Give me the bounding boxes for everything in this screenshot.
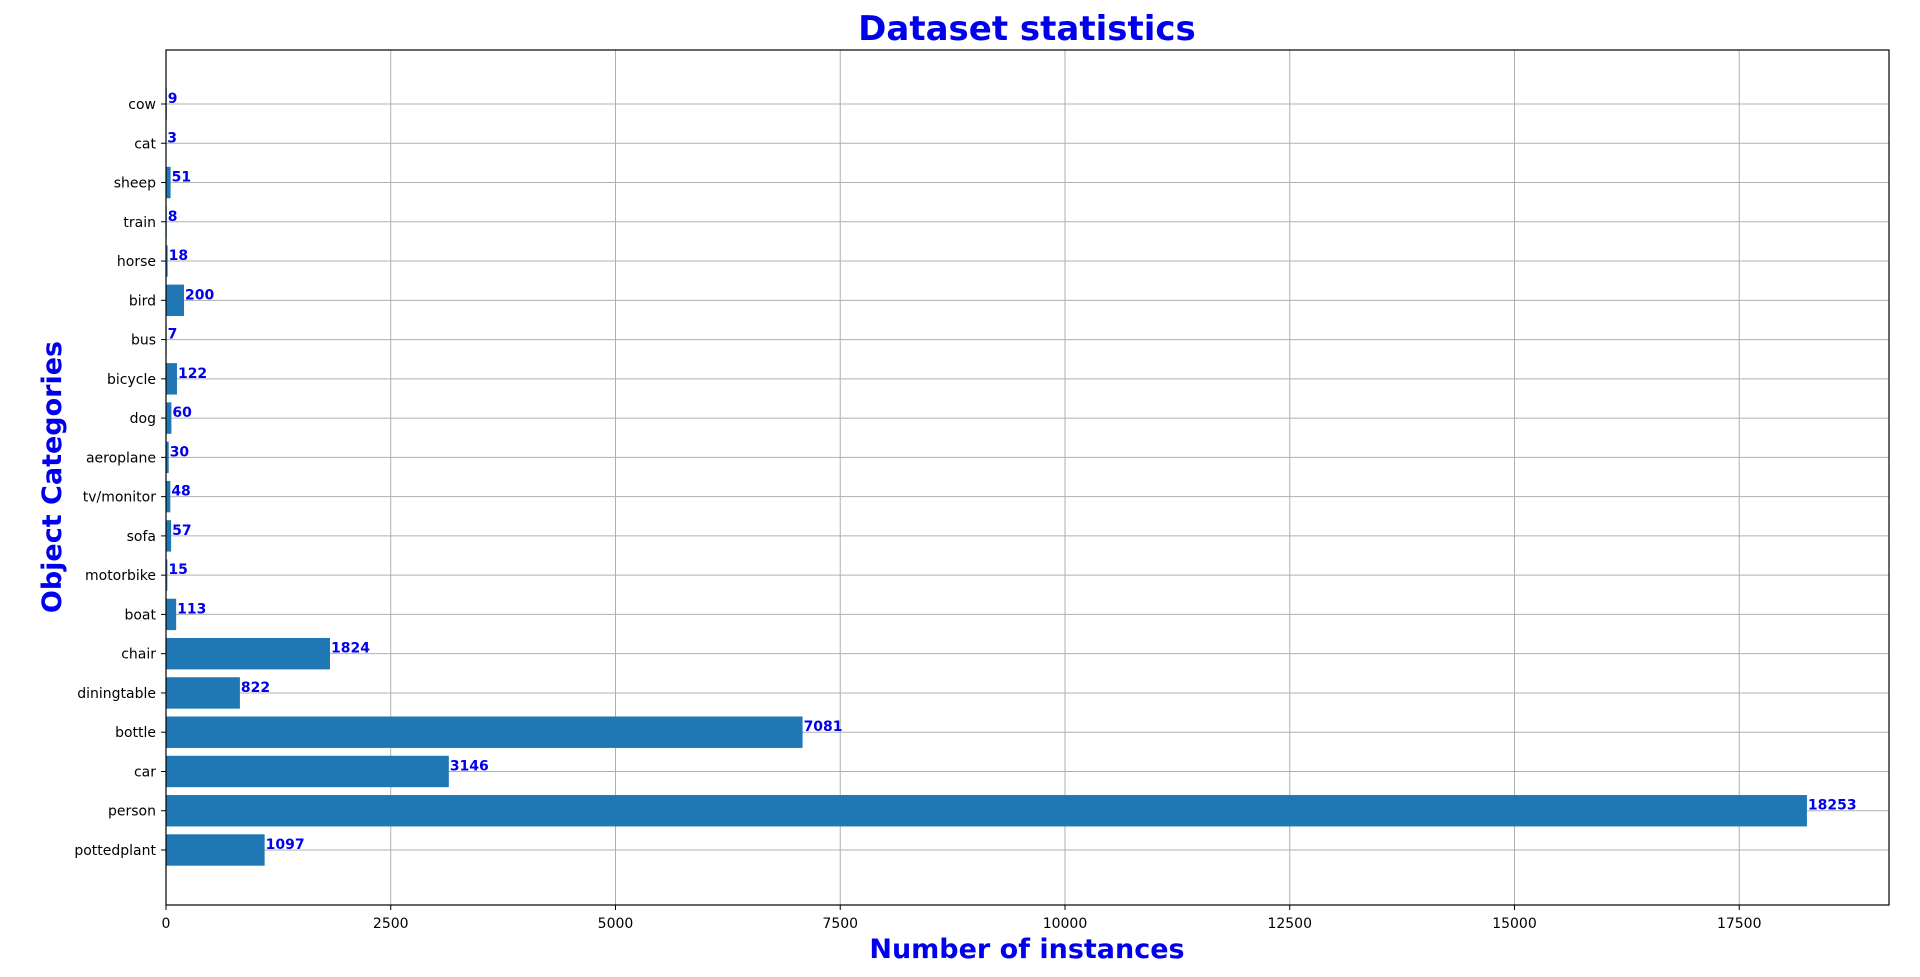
y-tick-label: person bbox=[108, 804, 156, 820]
x-tick-label: 0 bbox=[162, 916, 171, 932]
y-tick-label: cat bbox=[134, 136, 156, 152]
grid-lines bbox=[166, 50, 1889, 905]
y-tick-label: aeroplane bbox=[86, 450, 156, 466]
bar bbox=[166, 637, 330, 670]
bar-value-label: 57 bbox=[172, 523, 191, 539]
bar bbox=[166, 520, 172, 552]
y-tick-label: horse bbox=[117, 254, 156, 270]
bar-value-label: 1097 bbox=[266, 837, 305, 853]
y-tick-label: sofa bbox=[127, 529, 156, 545]
bar-value-label: 60 bbox=[172, 405, 192, 421]
bar-value-label: 122 bbox=[178, 366, 207, 382]
x-tick-label: 12500 bbox=[1267, 916, 1312, 932]
y-tick-label: cow bbox=[128, 97, 156, 113]
y-tick-label: boat bbox=[124, 607, 156, 623]
bar bbox=[166, 834, 265, 866]
bars bbox=[166, 88, 1807, 866]
bar-value-label: 18 bbox=[169, 248, 188, 264]
y-tick-label: sheep bbox=[114, 176, 156, 192]
bar bbox=[166, 284, 184, 317]
bar-value-label: 113 bbox=[177, 601, 206, 617]
bar bbox=[166, 245, 168, 277]
y-axis-ticks: pottedplant person car bottle diningtable cha… bbox=[74, 97, 166, 859]
bar-value-label: 7 bbox=[168, 327, 178, 343]
x-tick-label: 17500 bbox=[1717, 916, 1762, 932]
bar-value-label: 7081 bbox=[804, 719, 843, 735]
bar-value-label: 1824 bbox=[331, 641, 370, 657]
bar bbox=[166, 166, 171, 199]
bar-value-label: 18253 bbox=[1808, 798, 1857, 814]
y-tick-label: dog bbox=[130, 411, 156, 427]
x-axis-ticks: 0 2500 5000 7500 10000 12500 15000 17500 bbox=[162, 905, 1762, 932]
bar-value-label: 48 bbox=[171, 484, 190, 500]
x-axis-label: Number of instances bbox=[869, 934, 1184, 965]
bar bbox=[166, 755, 449, 788]
bar-value-label: 3 bbox=[167, 130, 177, 146]
bar bbox=[166, 402, 172, 434]
bar bbox=[166, 441, 169, 474]
bar bbox=[166, 363, 177, 395]
y-tick-label: bird bbox=[129, 293, 156, 309]
x-tick-label: 7500 bbox=[822, 916, 858, 932]
bar-value-label: 200 bbox=[185, 287, 214, 303]
bar bbox=[166, 795, 1807, 827]
y-tick-label: bicycle bbox=[107, 372, 156, 388]
bar bbox=[166, 480, 171, 513]
y-tick-label: motorbike bbox=[85, 568, 156, 584]
y-tick-label: chair bbox=[121, 647, 156, 663]
bar-value-label: 822 bbox=[241, 680, 270, 696]
y-tick-label: tv/monitor bbox=[83, 490, 157, 506]
chart-title: Dataset statistics bbox=[858, 9, 1196, 49]
y-tick-label: bottle bbox=[115, 725, 156, 741]
bar bbox=[166, 716, 803, 748]
bar-value-label: 9 bbox=[168, 91, 178, 107]
bar-value-label: 30 bbox=[170, 444, 190, 460]
y-tick-label: car bbox=[134, 764, 156, 780]
y-axis-label: Object Categories bbox=[37, 341, 68, 613]
bar bbox=[166, 598, 177, 631]
bar-value-label: 15 bbox=[168, 562, 187, 578]
x-tick-label: 5000 bbox=[598, 916, 634, 932]
x-tick-label: 15000 bbox=[1492, 916, 1537, 932]
y-tick-label: train bbox=[123, 215, 156, 231]
y-tick-label: pottedplant bbox=[74, 843, 156, 859]
bar-value-label: 3146 bbox=[450, 758, 489, 774]
x-tick-label: 2500 bbox=[373, 916, 409, 932]
bar bbox=[166, 677, 240, 709]
y-tick-label: diningtable bbox=[77, 686, 156, 702]
bar-value-label: 51 bbox=[172, 170, 191, 186]
y-tick-label: bus bbox=[131, 333, 156, 349]
value-labels: 1097 18253 3146 7081 822 1824 113 15 57 48 30 60 122… bbox=[167, 91, 1856, 853]
bar bbox=[166, 559, 168, 591]
x-tick-label: 10000 bbox=[1043, 916, 1088, 932]
plot-area-frame bbox=[165, 49, 1890, 906]
bar-value-label: 8 bbox=[168, 209, 178, 225]
